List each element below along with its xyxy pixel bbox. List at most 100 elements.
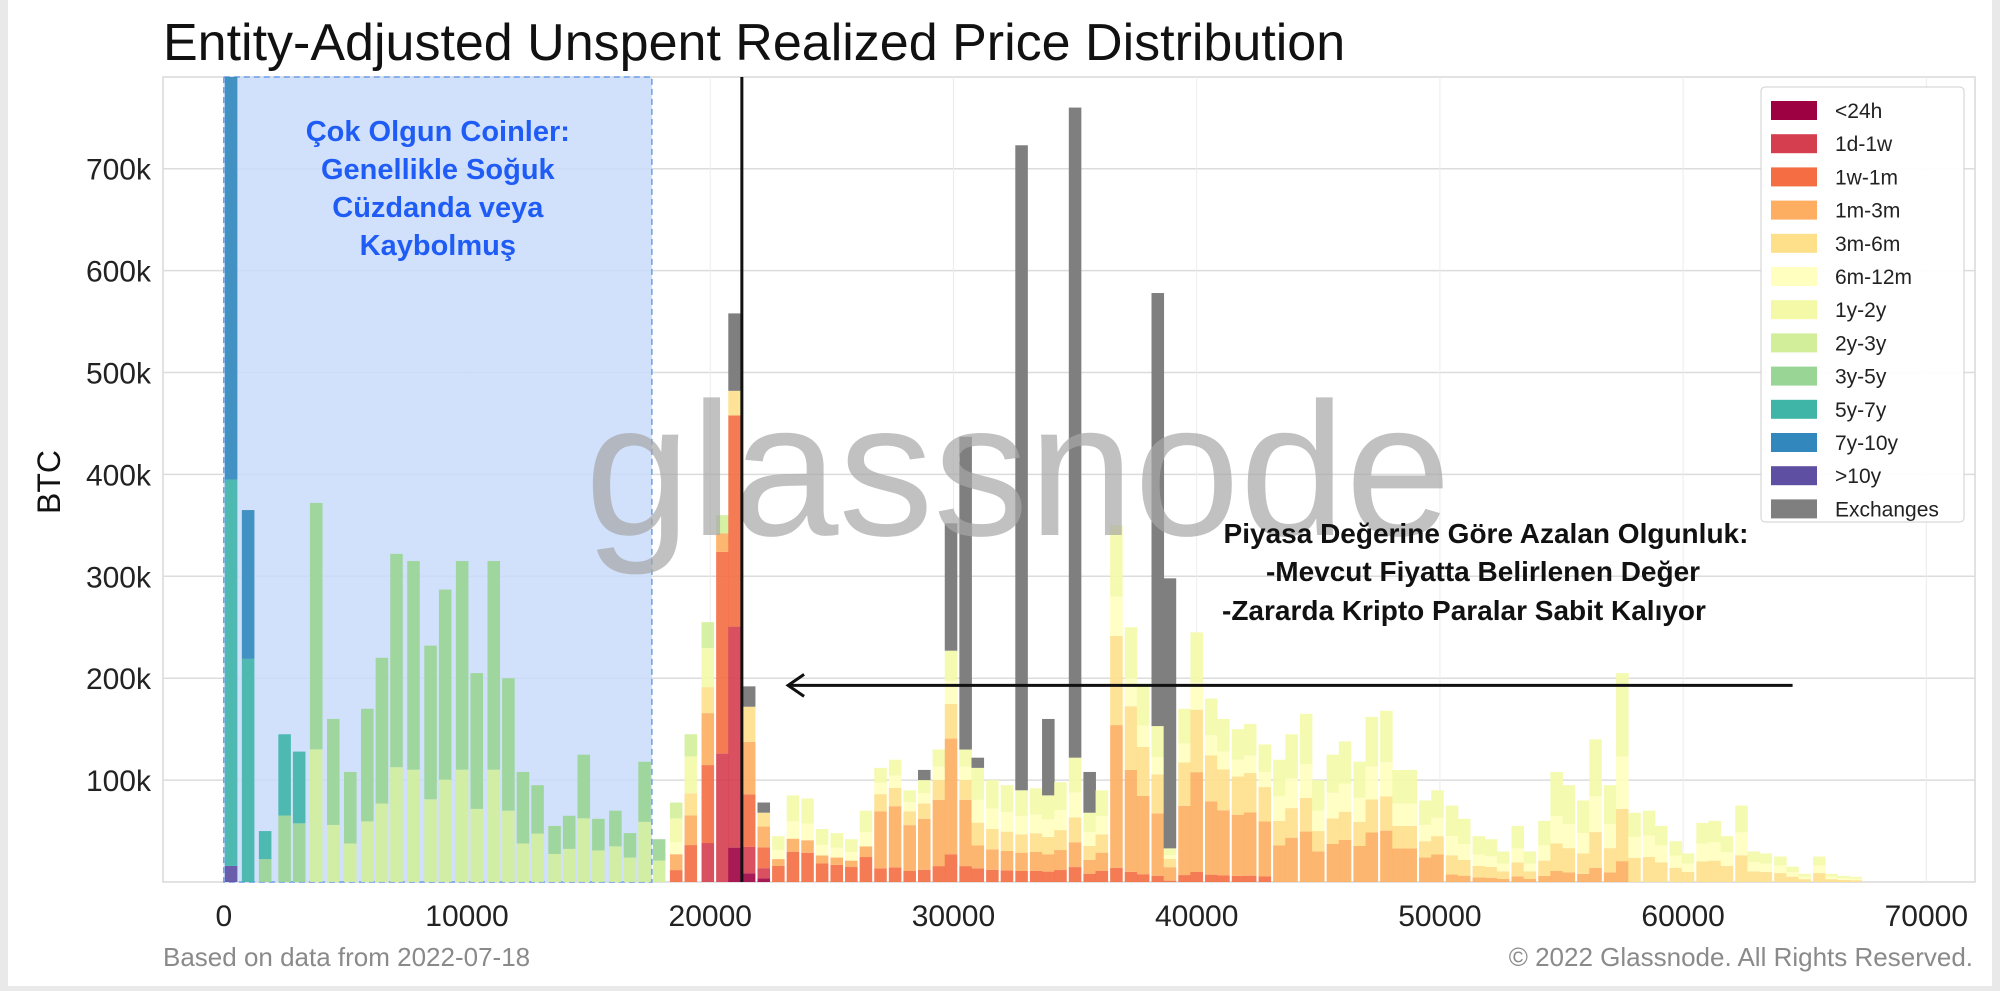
bar-segment-3m-6m	[1849, 880, 1863, 882]
bar-segment-3m-6m	[1538, 860, 1551, 876]
bar-segment-1w-1m	[830, 864, 843, 882]
bar-segment-exchanges	[757, 802, 771, 813]
bar-segment-3m-6m	[1616, 808, 1629, 862]
bar-segment-2y-3y	[309, 749, 323, 882]
bar-segment-3m-6m	[1273, 820, 1286, 846]
bar-segment-1y-2y	[1326, 754, 1340, 793]
bar-segment-1w-1m	[1095, 870, 1109, 882]
bar-segment-1m-3m	[1151, 813, 1165, 876]
bar-segment-1m-3m	[1178, 805, 1191, 876]
bar-segment-exchanges	[1042, 718, 1055, 796]
bar-segment-1y-2y	[701, 648, 715, 688]
bar-segment-1m-3m	[1550, 870, 1563, 882]
y-tick-label: 600k	[86, 256, 152, 289]
bar-segment-1w-1m	[1205, 874, 1218, 882]
bar-segment-2y-3y	[592, 850, 605, 882]
bar-segment-1y-2y	[772, 836, 785, 850]
bar-segment-6m-12m	[1774, 865, 1787, 874]
bar-segment-1y-2y	[1457, 818, 1471, 845]
bar-segment-2y-3y	[502, 810, 515, 882]
bar-segment-3m-6m	[1562, 848, 1576, 873]
bar-segment-3y-5y	[592, 818, 605, 851]
bar-segment-6m-12m	[1735, 832, 1748, 856]
bar-segment-2y-3y	[516, 843, 530, 882]
bar-segment-3m-6m	[1205, 755, 1218, 802]
bar-segment-1m-3m	[944, 738, 958, 855]
bar-segment-6m-12m	[1029, 814, 1043, 834]
bar-segment-1w-1m	[1068, 867, 1082, 882]
bar-segment-1m-3m	[1616, 861, 1629, 882]
bar-segment-3m-6m	[986, 829, 999, 850]
bar-segment-1d-1w	[742, 846, 756, 874]
bar-segment-1w-1m	[1258, 876, 1272, 882]
bar-segment-3m-6m	[1380, 796, 1393, 831]
bar-segment-6m-12m	[1054, 810, 1067, 831]
bar-segment-6m-12m	[1759, 863, 1773, 873]
y-tick-label: 400k	[86, 459, 152, 492]
y-axis-label: BTC	[31, 450, 67, 514]
bar-segment-3m-6m	[742, 706, 756, 742]
bar-segment-6m-12m	[1628, 836, 1641, 858]
mature-region-label-line: Çok Olgun Coinler:	[306, 116, 570, 148]
bar-segment-3y-5y	[407, 561, 420, 770]
bar-segment-1d-1w	[701, 843, 715, 882]
bar-segment-6m-12m	[801, 823, 814, 841]
bar-segment-1y-2y	[1669, 841, 1683, 856]
legend-swatch	[1771, 466, 1817, 486]
bar-segment-1w-1m	[801, 852, 814, 882]
bar-segment-1w-1m	[918, 869, 931, 882]
bar-segment-3m-6m	[1124, 706, 1138, 770]
bar-segment-1w-1m	[874, 868, 887, 882]
bar-segment-5y-7y	[278, 734, 291, 816]
legend-swatch	[1771, 233, 1817, 253]
bar-segment-3y-5y	[361, 708, 374, 822]
bar-segment-3m-6m	[1708, 860, 1722, 882]
bar-segment-6m-12m	[903, 802, 916, 812]
bar-segment-1y-2y	[684, 756, 698, 794]
bar-segment-3m-6m	[1312, 831, 1325, 852]
bar-segment-1w-1m	[845, 867, 858, 882]
bar-segment-1w-1m	[728, 415, 741, 627]
bar-segment-1m-3m	[815, 855, 829, 864]
bar-segment-1y-2y	[1285, 734, 1298, 779]
bar-segment-1w-1m	[1000, 870, 1014, 882]
bar-segment-3y-5y	[487, 561, 501, 770]
y-axis: 100k 200k 300k 400k 500k 600k 700k	[86, 154, 152, 798]
x-tick-label: 50000	[1398, 900, 1481, 933]
bar-segment-6m-12m	[1511, 848, 1525, 863]
bar-segment-3m-6m	[1068, 817, 1082, 843]
chart-svg: Entity-Adjusted Unspent Realized Price D…	[31, 14, 1976, 972]
bar-segment-6m-12m	[1484, 856, 1498, 868]
bar-segment-1w-1m	[1083, 873, 1096, 882]
bar-segment-1w-1m	[932, 866, 946, 882]
bar-segment-1y-2y	[1124, 627, 1138, 679]
bar-segment-1y-2y	[932, 749, 946, 767]
bar-segment-1m-3m	[1538, 875, 1551, 882]
bar-segment-2y-3y	[548, 853, 561, 882]
bar-segment-7y-10y	[241, 510, 255, 659]
bar-segment-2y-3y	[638, 821, 651, 882]
bar-segment-1w-1m	[786, 851, 800, 882]
bar-segment-exchanges	[1083, 771, 1096, 813]
legend-label: 1w-1m	[1835, 166, 1898, 189]
bar-segment-6m-12m	[888, 775, 902, 788]
bar-segment-6m-12m	[1083, 832, 1096, 846]
legend-swatch	[1771, 499, 1817, 519]
bar-segment-3m-6m	[684, 793, 698, 816]
bar-segment-1m-3m	[1015, 852, 1028, 871]
bar-segment-1y-2y	[1681, 853, 1695, 864]
bar-segment-6m-12m	[1392, 803, 1405, 826]
bar-segment-1w-1m	[1029, 870, 1043, 882]
bar-segment-3m-6m	[1299, 797, 1313, 832]
bar-segment-6m-12m	[1562, 823, 1576, 849]
bar-segment-3y-5y	[375, 657, 389, 804]
bar-segment-3m-6m	[1163, 858, 1177, 868]
bar-segment-3y-5y	[470, 673, 484, 809]
bar-segment-3m-6m	[1747, 871, 1760, 882]
declining-maturity-label-line: Piyasa Değerine Göre Azalan Olgunluk:	[1224, 518, 1749, 549]
bar-segment-1w-1m	[815, 863, 829, 882]
bar-segment-1y-2y	[1231, 729, 1245, 760]
bar-segment-6m-12m	[1124, 678, 1138, 707]
bar-segment-1y-2y	[1538, 820, 1551, 846]
bar-segment-1d-1w	[716, 753, 729, 882]
